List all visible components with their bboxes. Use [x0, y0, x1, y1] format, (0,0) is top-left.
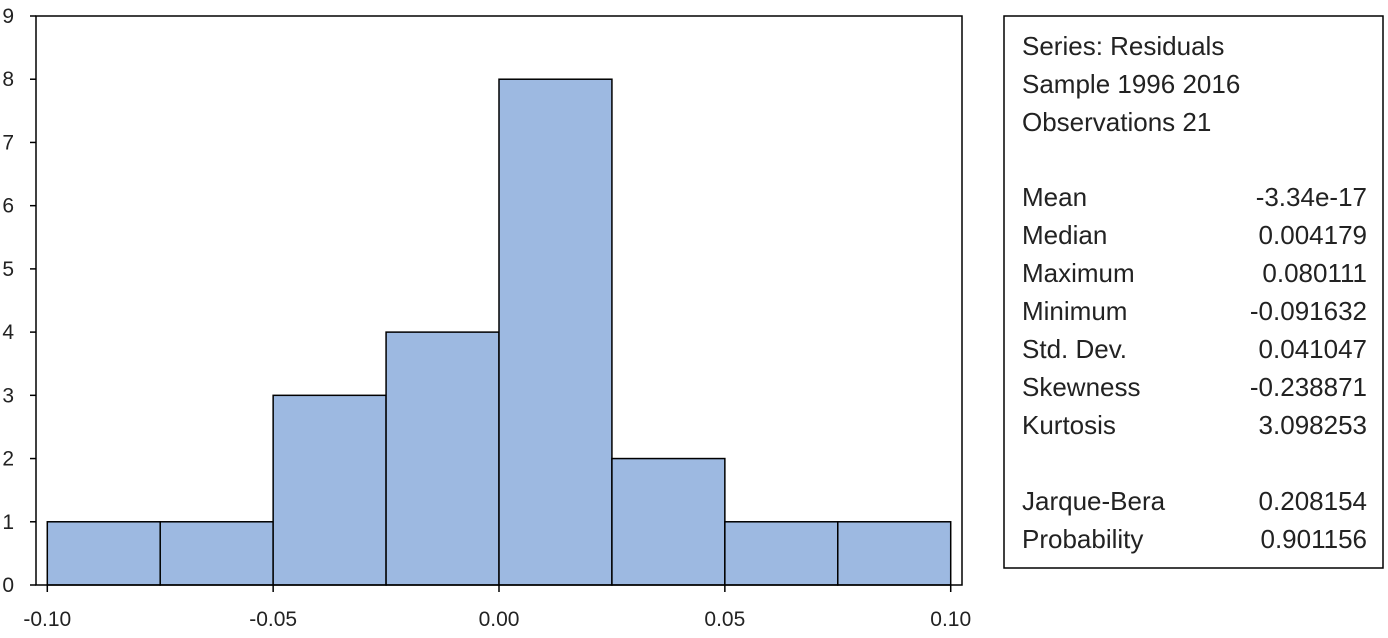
x-tick-label: -0.10: [23, 608, 71, 631]
histogram-bar: [611, 457, 726, 586]
stat-label: Skewness: [1022, 372, 1141, 402]
y-tick-label: 3: [2, 384, 14, 407]
stat-value: 3.098253: [1259, 410, 1367, 440]
histogram-bar: [385, 331, 500, 586]
stat-value: 0.080111: [1262, 258, 1367, 288]
y-tick-label: 1: [2, 511, 14, 534]
stat-label: Mean: [1022, 182, 1087, 212]
histogram-bar: [837, 521, 952, 586]
stat-value: -0.238871: [1250, 372, 1367, 402]
stats-header: Series: Residuals: [1022, 31, 1224, 61]
y-tick-label: 7: [2, 131, 14, 154]
stat-label: Minimum: [1022, 296, 1127, 326]
stat-value: 0.041047: [1259, 334, 1367, 364]
stat-label: Std. Dev.: [1022, 334, 1127, 364]
stats-header: Observations 21: [1022, 107, 1211, 137]
x-tick-label: 0.00: [479, 608, 520, 631]
y-tick-label: 8: [2, 68, 14, 91]
histogram-bar: [724, 521, 839, 586]
stat-label: Jarque-Bera: [1022, 486, 1166, 516]
y-tick-label: 9: [2, 5, 14, 28]
stats-box: [1003, 15, 1384, 569]
y-tick-label: 0: [2, 574, 14, 597]
stat-label: Kurtosis: [1022, 410, 1116, 440]
stat-value: 0.208154: [1259, 486, 1367, 516]
y-tick-label: 5: [2, 258, 14, 281]
x-tick-label: -0.05: [249, 608, 297, 631]
histogram-bar: [272, 394, 387, 586]
histogram-bar: [46, 521, 161, 586]
stat-value: -0.091632: [1250, 296, 1367, 326]
stat-label: Probability: [1022, 524, 1143, 554]
y-tick-label: 2: [2, 448, 14, 471]
stat-value: -3.34e-17: [1256, 182, 1367, 212]
stat-value: 0.901156: [1260, 524, 1367, 554]
histogram-bar: [498, 78, 613, 586]
y-tick-label: 6: [2, 195, 14, 218]
stat-label: Maximum: [1022, 258, 1135, 288]
x-tick-label: 0.05: [704, 608, 745, 631]
y-tick-label: 4: [2, 321, 14, 344]
stat-value: 0.004179: [1259, 220, 1367, 250]
histogram-bar: [159, 521, 274, 586]
x-tick-label: 0.10: [930, 608, 971, 631]
stats-header: Sample 1996 2016: [1022, 69, 1240, 99]
stat-label: Median: [1022, 220, 1107, 250]
